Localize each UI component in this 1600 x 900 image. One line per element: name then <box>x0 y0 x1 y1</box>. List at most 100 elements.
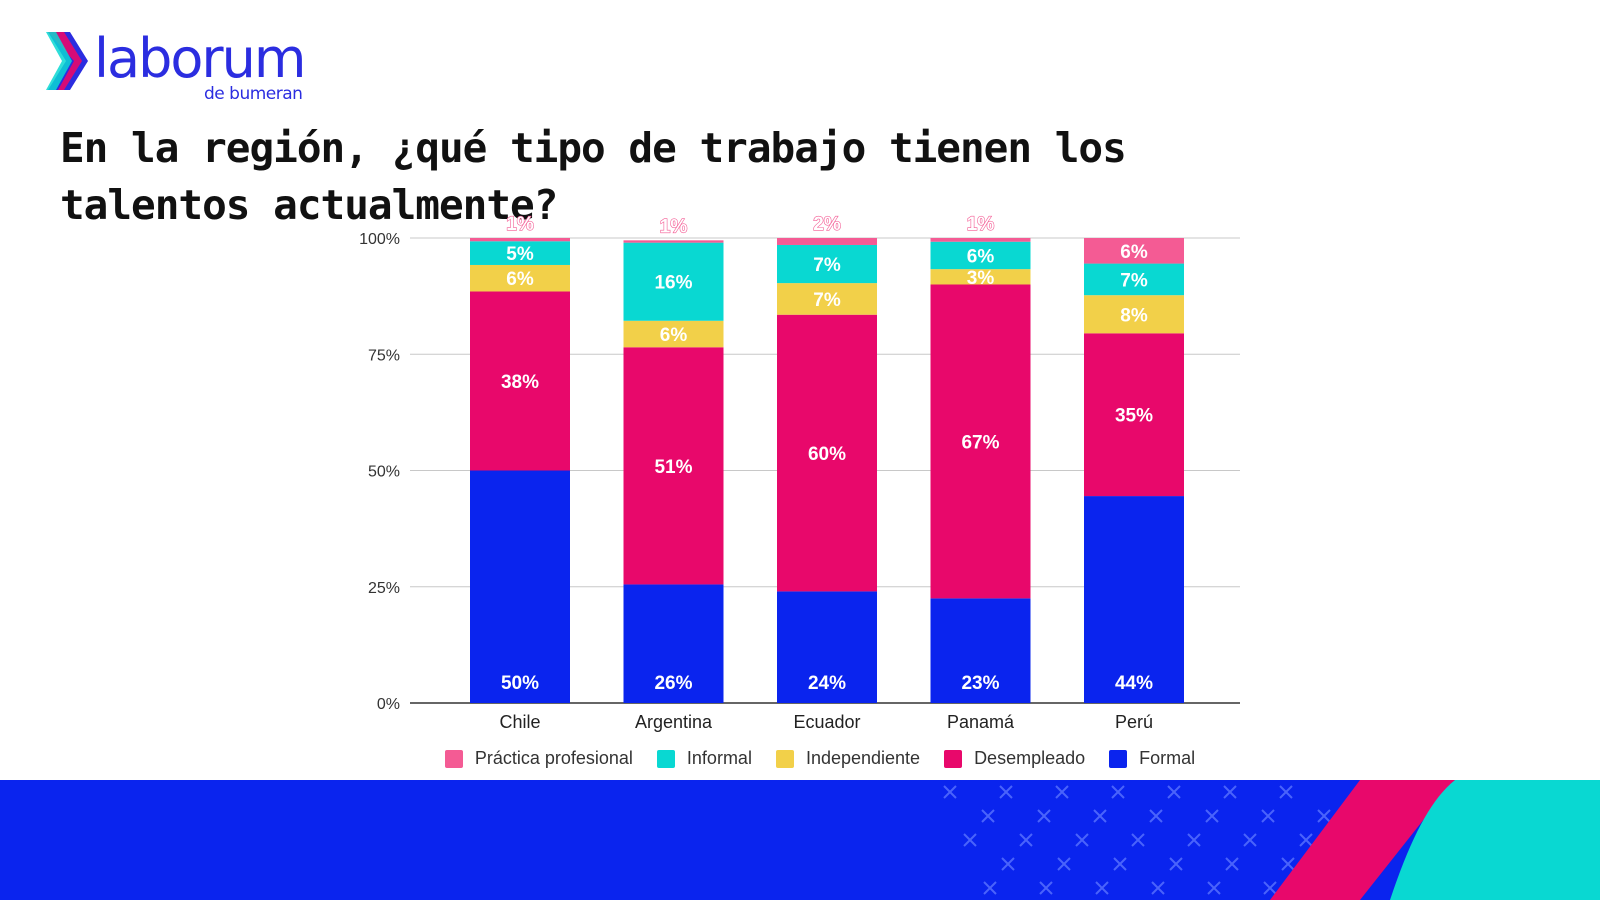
bar-segment-desempleado <box>623 347 724 585</box>
x-mark <box>1151 881 1165 895</box>
bar-segment-independiente <box>470 264 570 292</box>
legend-swatch <box>1109 749 1128 768</box>
y-tick-label: 50% <box>368 464 400 481</box>
y-tick-label: 100% <box>359 231 400 248</box>
bar-segment-formal <box>470 470 570 703</box>
legend-swatch <box>444 749 463 768</box>
x-mark <box>1095 881 1109 895</box>
bar-segment-practica <box>777 238 877 245</box>
bar-segment-desempleado <box>930 284 1031 599</box>
data-label: 6% <box>506 269 534 290</box>
x-mark <box>999 785 1013 799</box>
y-tick-label: 75% <box>368 347 400 364</box>
logo-subtitle: de bumeran <box>204 84 303 104</box>
legend-label: Desempleado <box>974 748 1086 768</box>
data-label: 7% <box>813 255 841 276</box>
data-label: 3% <box>967 268 995 289</box>
x-mark <box>1093 809 1107 823</box>
bar-segment-informal <box>930 241 1031 270</box>
data-label: 7% <box>1120 270 1148 291</box>
bar-segment-informal <box>470 241 570 265</box>
x-mark <box>1001 857 1015 871</box>
data-label: 5% <box>506 244 534 265</box>
legend-item: Desempleado <box>944 748 1085 769</box>
bar-segment-formal <box>1084 496 1184 703</box>
data-label: 50% <box>501 673 539 694</box>
data-label: 26% <box>654 673 692 694</box>
bar-segment-informal <box>623 242 724 321</box>
x-mark <box>1281 857 1295 871</box>
bar-segment-practica <box>470 238 570 242</box>
bar-segment-desempleado <box>470 291 570 471</box>
x-tick-label: Chile <box>499 712 540 732</box>
x-mark <box>1037 809 1051 823</box>
x-mark <box>983 881 997 895</box>
bar-segment-formal <box>623 584 724 703</box>
x-mark <box>1111 785 1125 799</box>
data-label: 2% <box>813 214 841 235</box>
data-label: 67% <box>961 432 999 453</box>
legend-swatch <box>656 749 675 768</box>
data-label: 60% <box>808 444 846 465</box>
slide-title: En la región, ¿qué tipo de trabajo tiene… <box>60 124 1127 229</box>
x-mark <box>1263 881 1277 895</box>
x-mark <box>1299 833 1313 847</box>
legend-item: Práctica profesional <box>444 748 633 769</box>
bar-segment-independiente <box>623 320 724 348</box>
x-mark <box>1057 857 1071 871</box>
x-tick-label: Perú <box>1115 712 1153 732</box>
bar-segment-practica <box>1084 238 1184 264</box>
x-mark <box>1055 785 1069 799</box>
legend-item: Independiente <box>775 748 921 769</box>
chevron-logo-icon <box>46 32 88 90</box>
legend-item: Formal <box>1109 748 1195 769</box>
x-tick-label: Argentina <box>635 712 713 732</box>
bar-segment-practica <box>623 240 724 243</box>
bar-segment-informal <box>1084 263 1184 296</box>
data-label: 38% <box>501 372 539 393</box>
data-label: 35% <box>1115 406 1153 427</box>
legend-swatch <box>775 749 794 768</box>
logo-wordmark: laborum <box>94 27 306 90</box>
data-label: 6% <box>660 325 688 346</box>
x-mark <box>1019 833 1033 847</box>
legend-label: Independiente <box>805 748 921 768</box>
data-label: 6% <box>1120 242 1148 263</box>
bar-segment-informal <box>777 244 877 284</box>
x-mark <box>1149 809 1163 823</box>
x-mark <box>981 809 995 823</box>
data-label: 7% <box>813 290 841 311</box>
x-mark <box>1205 809 1219 823</box>
y-tick-label: 0% <box>377 696 400 713</box>
data-label: 1% <box>506 214 534 235</box>
chart-legend: Práctica profesional Informal Independient… <box>0 748 1600 769</box>
x-mark <box>1169 857 1183 871</box>
legend-label: Formal <box>1139 748 1196 768</box>
x-pattern <box>943 785 1333 895</box>
x-mark <box>1167 785 1181 799</box>
data-label: 51% <box>654 457 692 478</box>
data-label: 16% <box>654 273 692 294</box>
laborum-logo: laborum de bumeran <box>44 28 334 108</box>
data-label: 44% <box>1115 673 1153 694</box>
data-label: 1% <box>660 216 688 237</box>
x-mark <box>963 833 977 847</box>
bar-segment-formal <box>930 598 1031 703</box>
data-label: 23% <box>961 673 999 694</box>
bar-segment-independiente <box>930 269 1031 285</box>
bar-segment-practica <box>930 238 1031 242</box>
x-mark <box>1261 809 1275 823</box>
bar-segment-desempleado <box>1084 333 1184 497</box>
bar-segment-independiente <box>777 283 877 315</box>
bar-segment-desempleado <box>777 314 877 592</box>
legend-label: Informal <box>686 748 752 768</box>
legend-label: Práctica profesional <box>474 748 633 768</box>
x-mark <box>1039 881 1053 895</box>
x-mark <box>1279 785 1293 799</box>
x-mark <box>1075 833 1089 847</box>
legend-item: Informal <box>656 748 752 769</box>
bar-segment-independiente <box>1084 295 1184 334</box>
footer-banner <box>0 780 1600 900</box>
data-label: 8% <box>1120 305 1148 326</box>
